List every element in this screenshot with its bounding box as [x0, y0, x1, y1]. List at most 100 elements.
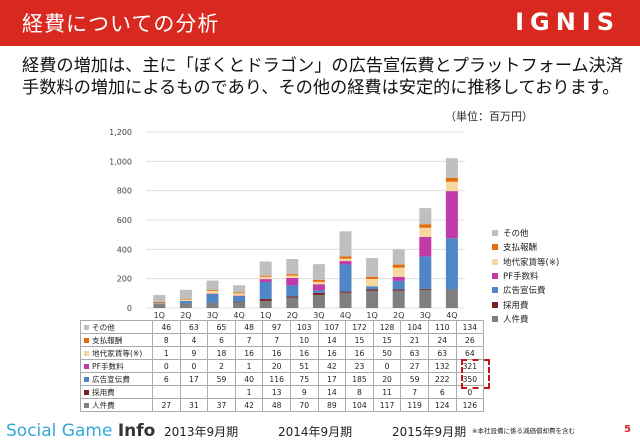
unit-label: （単位：百万円） [445, 110, 533, 123]
bar-segment [206, 290, 219, 291]
x-tick-label: 2Q [180, 311, 191, 320]
table-cell [179, 385, 209, 399]
bar-segment [179, 303, 192, 308]
bar-segment [339, 292, 352, 308]
legend-swatch [492, 315, 498, 322]
table-cell: 6 [152, 372, 181, 386]
bar-segment [445, 238, 458, 290]
bar-segment [419, 208, 432, 225]
bar-segment [392, 280, 405, 290]
x-tick-label: 4Q [446, 311, 457, 320]
table-cell: 0 [179, 359, 209, 373]
row-label: その他 [80, 320, 153, 334]
x-tick-label: 3Q [207, 311, 218, 320]
bar-segment [259, 261, 272, 276]
chart-legend: その他 支払報酬 地代家賃等(※) PF手数料 広告宣伝費 採用費 人件費 [492, 226, 559, 326]
bar-segment [366, 289, 379, 291]
table-cell: 17 [317, 372, 347, 386]
table-cell: 103 [289, 320, 319, 334]
legend-label: 広告宣伝費 [503, 286, 546, 297]
x-tick-label: 2Q [393, 311, 404, 320]
table-cell: 16 [289, 346, 319, 360]
row-swatch [84, 325, 89, 330]
table-cell: 15 [345, 333, 374, 347]
legend-item: その他 [492, 226, 559, 240]
table-cell: 59 [400, 372, 429, 386]
legend-swatch [492, 273, 498, 280]
company-logo: IGNIS [515, 8, 620, 36]
y-tick-label: 400 [117, 245, 132, 254]
table-row: PF手数料 0 0 2 1 20 51 42 23 0 27 132 321 [80, 359, 485, 373]
table-cell: 132 [427, 359, 457, 373]
bar-segment [366, 286, 379, 290]
y-tick-label: 1,000 [109, 157, 132, 166]
bar-segment [233, 295, 246, 302]
bar-segment [233, 285, 246, 293]
bar-segment [312, 279, 325, 282]
bar-segment [179, 299, 192, 301]
bar-segment [366, 276, 379, 279]
table-cell: 97 [262, 320, 291, 334]
table-cell: 9 [179, 346, 209, 360]
header-bar: 経費についての分析 IGNIS [0, 0, 640, 46]
table-cell: 124 [427, 398, 457, 412]
table-cell: 10 [289, 333, 319, 347]
bar-segment [445, 177, 458, 182]
table-cell: 20 [372, 372, 402, 386]
bar-segment [392, 276, 405, 281]
table-cell: 6 [427, 385, 457, 399]
x-tick-label: 1Q [260, 311, 271, 320]
table-row: 採用費 1 13 9 14 8 11 7 6 0 [80, 385, 485, 399]
table-cell: 126 [455, 398, 485, 412]
row-label: 採用費 [80, 385, 153, 399]
legend-item: 支払報酬 [492, 240, 559, 254]
footnote: ※本社設備に係る減価償却費を含む [472, 427, 575, 435]
legend-label: 人件費 [503, 314, 529, 325]
bar-segment [153, 295, 166, 302]
bar-segment [392, 249, 405, 265]
bar-segment [392, 264, 405, 268]
x-tick-label: 3Q [313, 311, 324, 320]
table-cell: 107 [317, 320, 347, 334]
bar-segment [206, 302, 219, 308]
bar-segment [339, 256, 352, 259]
table-cell: 63 [179, 320, 209, 334]
table-cell [207, 385, 236, 399]
bar-segment [233, 292, 246, 294]
table-cell: 16 [262, 346, 291, 360]
table-cell: 42 [317, 359, 347, 373]
bar-segment [153, 301, 166, 304]
table-cell: 18 [207, 346, 236, 360]
bar-segment [286, 297, 299, 308]
table-cell: 16 [317, 346, 347, 360]
bar-segment [419, 237, 432, 257]
bar-segment [233, 293, 246, 296]
bar-segment [366, 257, 379, 277]
bar-segment [445, 191, 458, 239]
table-cell: 48 [262, 398, 291, 412]
table-cell: 7 [234, 333, 264, 347]
table-cell: 4 [179, 333, 209, 347]
y-tick-label: 600 [117, 216, 132, 225]
table-cell: 26 [455, 333, 485, 347]
bar-segment [392, 267, 405, 277]
bar-segment [445, 289, 458, 308]
table-cell: 11 [372, 385, 402, 399]
page-number: 5 [624, 424, 631, 435]
row-label: PF手数料 [80, 359, 153, 373]
x-tick-label: 1Q [154, 311, 165, 320]
table-cell: 8 [152, 333, 181, 347]
table-cell: 40 [234, 372, 264, 386]
y-tick-label: 200 [117, 275, 132, 284]
stacked-bar-chart: 0 200 400 600 800 1,000 1,200 1Q 2Q 3Q 4Q 1Q 2Q 3Q 4Q 1… [109, 128, 466, 320]
table-cell: 117 [372, 398, 402, 412]
bar-segment [419, 256, 432, 289]
bar-segment [206, 293, 219, 295]
bar-segment [312, 294, 325, 308]
row-swatch [84, 351, 89, 356]
table-row: 地代家賃等(※) 1 9 18 16 16 16 16 16 50 63 63 64 [80, 346, 485, 360]
bar-segment [179, 299, 192, 300]
bar-segment [233, 301, 246, 308]
table-cell: 8 [345, 385, 374, 399]
bar-segment [153, 303, 166, 304]
